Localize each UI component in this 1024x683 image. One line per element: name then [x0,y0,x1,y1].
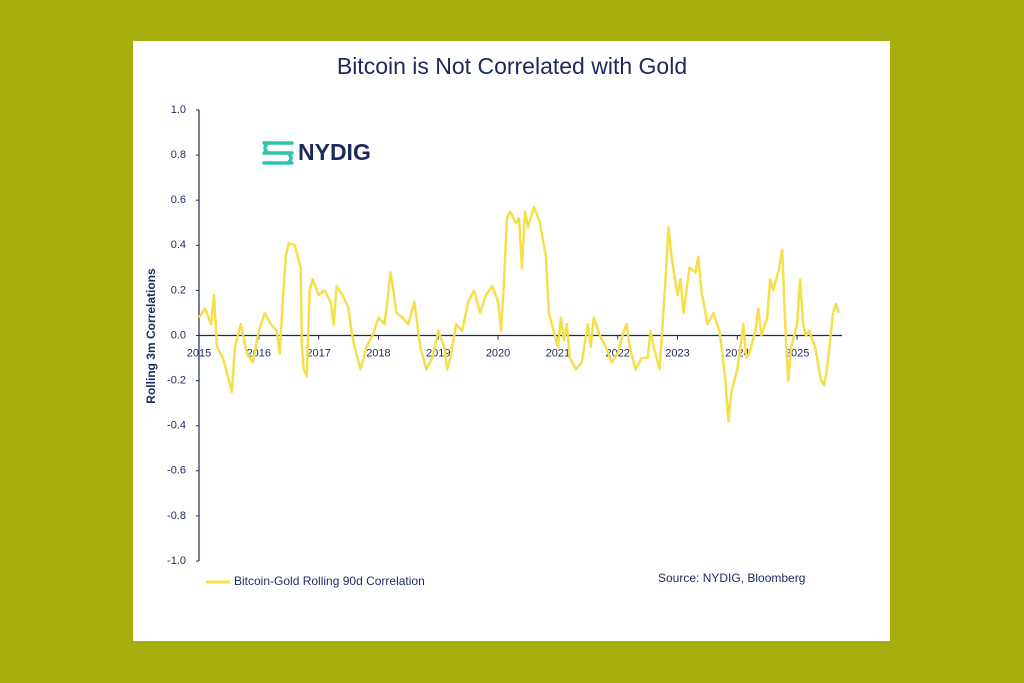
x-tick-label: 2021 [546,347,570,359]
x-tick-label: 2023 [665,347,689,359]
y-tick-label: 0.0 [171,329,186,341]
y-tick-label: -0.6 [167,465,186,477]
logo-text: NYDIG [298,139,371,165]
y-tick-label: -1.0 [167,555,186,567]
y-axis-label: Rolling 3m Correlations [144,268,158,404]
x-tick-label: 2015 [187,347,211,359]
y-tick-label: -0.8 [167,510,186,522]
data-line [197,205,841,423]
y-tick-label: 1.0 [171,104,186,116]
y-tick-label: 0.6 [171,194,186,206]
x-tick-label: 2024 [725,347,749,359]
y-tick-label: 0.2 [171,284,186,296]
y-tick-label: -0.4 [167,420,186,432]
y-tick-label: -0.2 [167,375,186,387]
chart-title: Bitcoin is Not Correlated with Gold [337,53,687,79]
y-tick-label: 0.4 [171,239,186,251]
x-tick-label: 2017 [306,347,330,359]
card [133,41,890,641]
x-tick-label: 2016 [247,347,271,359]
x-tick-label: 2025 [785,347,809,359]
legend-label: Bitcoin-Gold Rolling 90d Correlation [234,574,425,588]
y-tick-label: 0.8 [171,149,186,161]
x-tick-label: 2018 [366,347,390,359]
source-note: Source: NYDIG, Bloomberg [658,571,805,585]
logo-icon [262,141,294,165]
x-tick-label: 2020 [486,347,510,359]
